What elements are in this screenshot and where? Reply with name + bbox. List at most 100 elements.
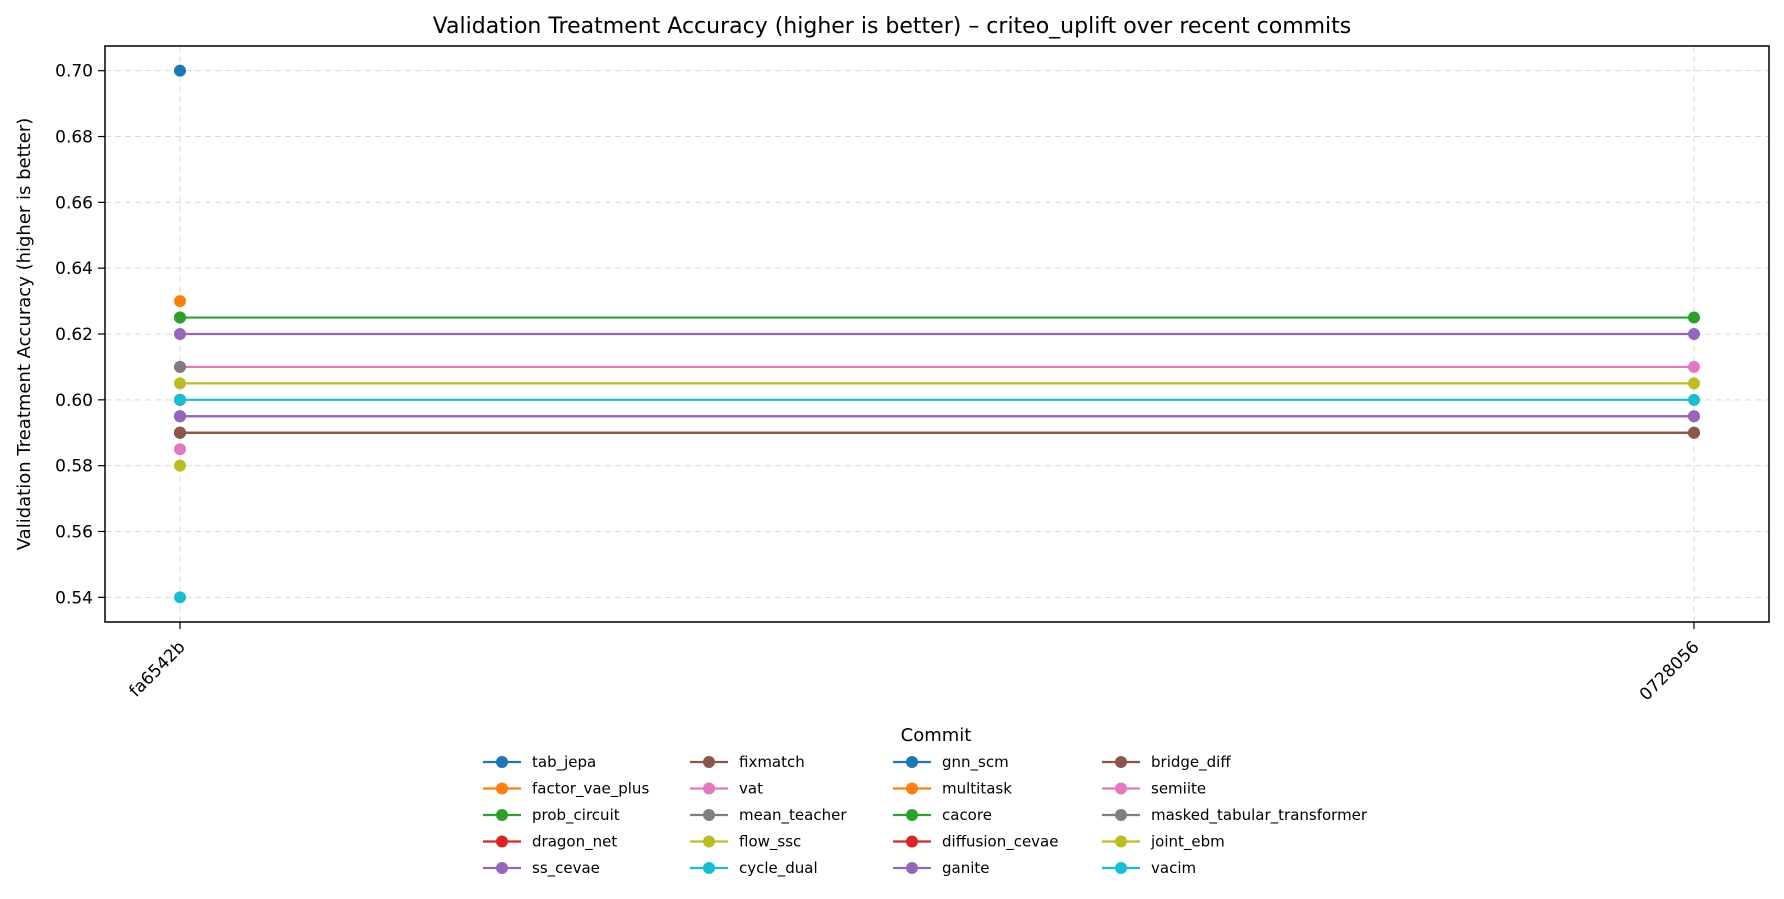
legend-marker <box>703 835 715 848</box>
series-layer <box>174 64 1700 604</box>
legend-item-prob_circuit[interactable]: prob_circuit <box>483 806 620 825</box>
chart-title: Validation Treatment Accuracy (higher is… <box>433 14 1352 39</box>
series-factor_vae_plus <box>174 295 186 308</box>
data-point <box>1688 410 1700 423</box>
legend-item-multitask[interactable]: multitask <box>893 780 1012 798</box>
legend-label: prob_circuit <box>532 806 620 825</box>
legend-label: semiite <box>1151 780 1206 798</box>
legend-item-fixmatch[interactable]: fixmatch <box>690 753 805 771</box>
y-tick-label: 0.56 <box>55 522 93 542</box>
series-masked_tabular_transformer <box>174 360 186 373</box>
legend-item-dragon_net[interactable]: dragon_net <box>483 833 617 852</box>
legend-label: cycle_dual <box>739 859 818 878</box>
legend-item-masked_tabular_transformer[interactable]: masked_tabular_transformer <box>1102 806 1368 825</box>
legend-marker <box>1115 756 1127 768</box>
y-tick-label: 0.68 <box>55 128 93 148</box>
y-tick-label: 0.58 <box>55 457 93 477</box>
y-tick-label: 0.66 <box>55 193 93 213</box>
legend-label: diffusion_cevae <box>942 833 1058 852</box>
legend-marker <box>906 835 918 848</box>
series-vacim <box>174 393 1700 406</box>
legend-label: masked_tabular_transformer <box>1151 806 1368 825</box>
y-tick-label: 0.54 <box>55 588 93 608</box>
data-point <box>174 311 186 324</box>
legend-label: ganite <box>942 859 990 877</box>
legend-label: flow_ssc <box>739 833 801 852</box>
series-flow_ssc <box>174 459 186 472</box>
legend-item-factor_vae_plus[interactable]: factor_vae_plus <box>483 780 649 799</box>
series-cacore <box>174 311 186 324</box>
series-ganite <box>174 410 1700 423</box>
legend-item-tab_jepa[interactable]: tab_jepa <box>483 753 596 772</box>
legend-marker <box>1115 835 1127 848</box>
data-point <box>1688 377 1700 390</box>
series-tab_jepa <box>174 64 186 77</box>
data-point <box>174 443 186 456</box>
legend-marker <box>496 809 508 821</box>
data-point <box>1688 328 1700 340</box>
legend-label: ss_cevae <box>532 859 600 878</box>
legend-item-ganite[interactable]: ganite <box>893 859 990 877</box>
y-tick-label: 0.70 <box>55 62 93 82</box>
x-axis: fa6542b 0728056 <box>126 622 1704 705</box>
legend-marker <box>906 756 918 768</box>
legend-item-vacim[interactable]: vacim <box>1102 859 1196 877</box>
legend-marker <box>906 782 918 795</box>
data-point <box>1688 360 1700 373</box>
legend-label: vacim <box>1151 859 1196 877</box>
legend-label: dragon_net <box>532 833 617 852</box>
data-point <box>174 328 186 340</box>
data-point <box>1688 426 1700 439</box>
legend-marker <box>1115 782 1127 795</box>
series-bridge_diff <box>174 426 1700 439</box>
legend-marker <box>496 782 508 795</box>
series-joint_ebm <box>174 377 1700 390</box>
legend-marker <box>703 756 715 768</box>
legend-label: bridge_diff <box>1151 753 1231 772</box>
legend-title: Commit <box>901 725 972 746</box>
y-tick-label: 0.62 <box>55 325 93 345</box>
data-point <box>174 64 186 77</box>
legend-item-gnn_scm[interactable]: gnn_scm <box>893 753 1009 772</box>
x-tick-label: fa6542b <box>126 637 190 701</box>
legend-marker <box>496 862 508 874</box>
data-point <box>174 377 186 390</box>
data-point <box>1688 393 1700 406</box>
series-ss_cevae <box>174 328 1700 340</box>
legend-marker <box>906 809 918 821</box>
legend-marker <box>1115 862 1127 874</box>
legend-label: mean_teacher <box>739 806 847 825</box>
legend-item-semiite[interactable]: semiite <box>1102 780 1206 798</box>
legend-item-ss_cevae[interactable]: ss_cevae <box>483 859 600 878</box>
legend-item-cacore[interactable]: cacore <box>893 806 992 824</box>
legend-item-vat[interactable]: vat <box>690 780 763 798</box>
data-point <box>1688 311 1700 324</box>
legend-marker <box>703 809 715 821</box>
legend-label: tab_jepa <box>532 753 596 772</box>
legend-item-bridge_diff[interactable]: bridge_diff <box>1102 753 1231 772</box>
y-axis: 0.54 0.56 0.58 0.60 0.62 0.64 0.66 0.68 0.70 <box>55 62 105 608</box>
legend-label: cacore <box>942 806 992 824</box>
y-axis-label: Validation Treatment Accuracy (higher is… <box>14 118 35 551</box>
data-point <box>174 426 186 439</box>
data-point <box>174 591 186 604</box>
legend-item-joint_ebm[interactable]: joint_ebm <box>1102 833 1225 852</box>
legend[interactable]: tab_jepa factor_vae_plus prob_circuitdrago… <box>483 753 1368 878</box>
legend-label: multitask <box>942 780 1012 798</box>
legend-item-diffusion_cevae[interactable]: diffusion_cevae <box>893 833 1058 852</box>
series-cycle_dual <box>174 591 186 604</box>
legend-marker <box>906 862 918 874</box>
data-point <box>174 360 186 373</box>
data-point <box>174 459 186 472</box>
data-point <box>174 393 186 406</box>
legend-item-cycle_dual[interactable]: cycle_dual <box>690 859 818 878</box>
legend-item-flow_ssc[interactable]: flow_ssc <box>690 833 801 852</box>
legend-marker <box>703 862 715 874</box>
legend-marker <box>703 782 715 795</box>
data-point <box>174 410 186 423</box>
legend-label: gnn_scm <box>942 753 1009 772</box>
legend-marker <box>1115 809 1127 821</box>
legend-item-mean_teacher[interactable]: mean_teacher <box>690 806 847 825</box>
legend-label: fixmatch <box>739 753 805 771</box>
